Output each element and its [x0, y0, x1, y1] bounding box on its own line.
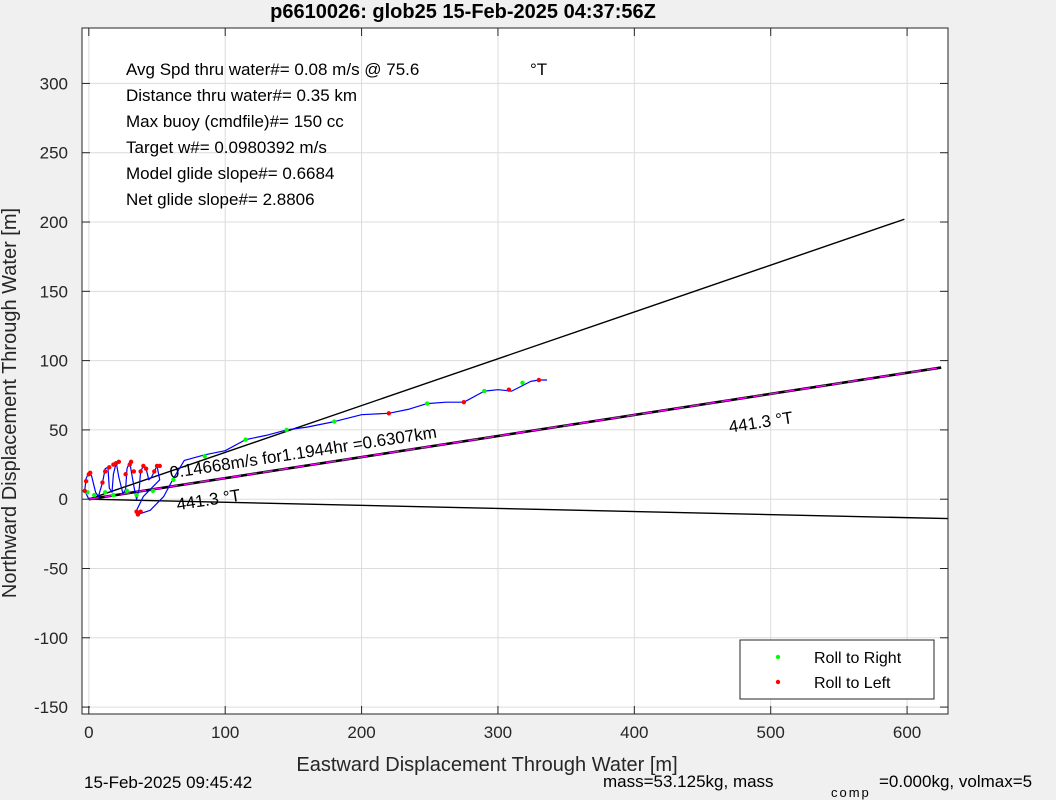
roll-right-point [284, 427, 289, 433]
legend-label-roll-left: Roll to Left [814, 675, 891, 692]
y-tick-label: 50 [49, 421, 68, 440]
roll-left-point [152, 469, 157, 474]
y-tick-label: 300 [40, 74, 68, 93]
info-line: Model glide slope#= 0.6684 [126, 164, 334, 183]
roll-left-point [116, 459, 122, 464]
legend-marker-roll-left [775, 679, 781, 685]
roll-left-point [141, 463, 146, 469]
y-tick-label: 0 [59, 490, 68, 509]
roll-left-point [386, 411, 392, 416]
y-tick-label: -150 [34, 698, 68, 717]
info-unit: °T [530, 60, 547, 79]
roll-right-point [150, 488, 156, 494]
roll-left-point [461, 399, 467, 405]
roll-left-point [143, 466, 149, 471]
roll-left-point [123, 472, 128, 477]
info-line: Max buoy (cmdfile)#= 150 cc [126, 112, 344, 131]
roll-left-point [82, 488, 87, 494]
roll-left-point [87, 470, 93, 476]
line-upper [88, 218, 905, 500]
roll-left-point [107, 465, 112, 470]
roll-left-point [135, 512, 141, 517]
roll-left-point [128, 459, 134, 464]
x-tick-label: 300 [484, 723, 512, 742]
roll-left-point [157, 463, 162, 469]
plot-frame [81, 27, 949, 715]
footer-mass: mass=53.125kg, mass [603, 772, 774, 791]
x-tick-label: 600 [893, 723, 921, 742]
x-tick-label: 200 [347, 723, 375, 742]
x-tick-label: 400 [620, 723, 648, 742]
x-axis-label: Eastward Displacement Through Water [m] [296, 754, 677, 776]
reference-lines [88, 218, 949, 520]
y-tick-label: 100 [40, 352, 68, 371]
legend: Roll to Right Roll to Left [739, 639, 935, 700]
line-lower [88, 498, 949, 520]
roll-left-point [83, 478, 89, 484]
y-axis-label: Northward Displacement Through Water [m] [0, 208, 21, 598]
x-tick-label: 0 [84, 723, 93, 742]
roll-points [82, 377, 542, 517]
axis-ticks: 0 100 200 300 400 500 600 -150 -100 -50 0 50 100 150 2… [34, 28, 948, 742]
roll-right-point [124, 488, 130, 494]
roll-left-point [131, 469, 137, 474]
roll-right-point [92, 492, 97, 498]
roll-right-point [520, 380, 525, 385]
plot-area: 0 100 200 300 400 500 600 -150 -100 -50 0 50 100 150 2… [34, 27, 949, 742]
line-current [88, 366, 942, 501]
x-tick-label: 100 [211, 723, 239, 742]
y-tick-label: 200 [40, 213, 68, 232]
roll-right-point [332, 419, 337, 424]
legend-box [739, 639, 935, 700]
info-line: Net glide slope#= 2.8806 [126, 190, 315, 209]
roll-right-point [482, 388, 487, 394]
footer-mass-subscript: comp [831, 785, 871, 800]
roll-left-point [102, 469, 108, 474]
legend-marker-roll-right [775, 654, 781, 660]
roll-right-point [134, 492, 139, 498]
roll-right-point [243, 437, 248, 442]
chart-title: p6610026: glob25 15-Feb-2025 04:37:56Z [270, 1, 656, 23]
footer-timestamp: 15-Feb-2025 09:45:42 [84, 773, 252, 792]
y-tick-label: -100 [34, 629, 68, 648]
info-line: Distance thru water#= 0.35 km [126, 86, 357, 105]
roll-left-point [536, 377, 542, 383]
roll-right-point [202, 454, 207, 459]
y-tick-label: -50 [43, 559, 68, 578]
info-line: Target w#= 0.0980392 m/s [126, 138, 327, 157]
roll-left-point [138, 469, 143, 474]
x-tick-label: 500 [757, 723, 785, 742]
plot-background [82, 28, 948, 714]
legend-label-roll-right: Roll to Right [814, 650, 902, 667]
roll-right-point [424, 401, 430, 406]
roll-right-point [111, 492, 116, 498]
info-line: Avg Spd thru water#= 0.08 m/s @ 75.6 [126, 60, 419, 79]
y-tick-label: 150 [40, 282, 68, 301]
roll-left-point [506, 387, 512, 392]
roll-right-point [102, 490, 108, 495]
footer-mass-tail: =0.000kg, volmax=5 [879, 772, 1032, 791]
roll-right-point [171, 477, 176, 482]
y-tick-label: 250 [40, 144, 68, 163]
grid [82, 28, 948, 714]
roll-left-point [138, 509, 143, 514]
info-text-block: Avg Spd thru water#= 0.08 m/s @ 75.6 Dist… [126, 60, 547, 209]
roll-left-point [100, 480, 105, 485]
